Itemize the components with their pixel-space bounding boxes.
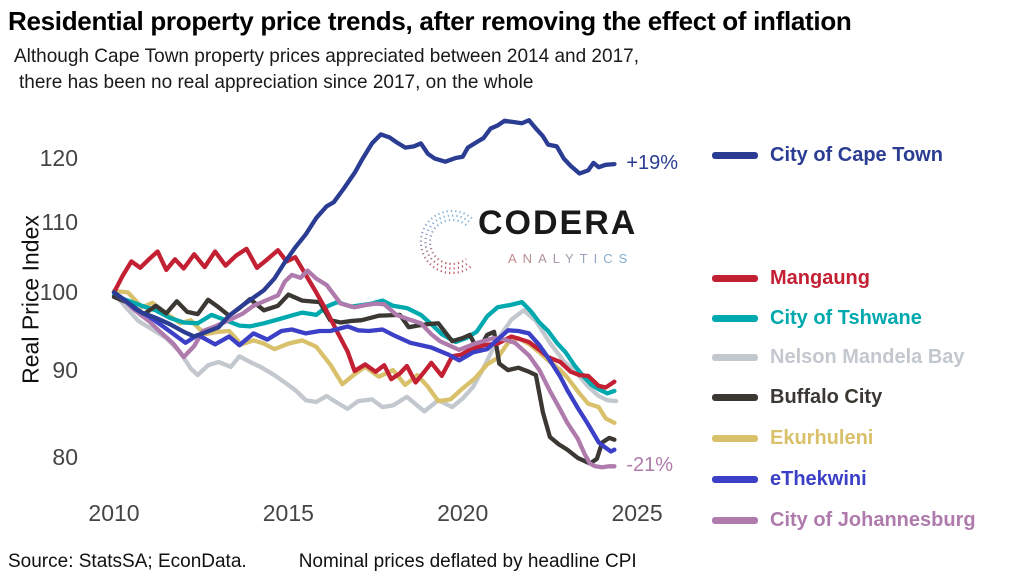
codera-analytics-letter: Y [565, 251, 580, 266]
codera-analytics-letter: I [593, 251, 604, 266]
codera-analytics-letter: C [603, 251, 619, 266]
subtitle-line-2: there has been no real appreciation sinc… [19, 72, 534, 93]
y-tick-100: 100 [39, 279, 78, 306]
y-tick-90: 90 [52, 357, 78, 384]
legend-swatch [712, 274, 758, 282]
codera-wordmark: CODERA [478, 204, 638, 242]
legend-swatch [712, 475, 758, 483]
legend-label: Nelson Mandela Bay [770, 345, 965, 368]
codera-analytics-letter: A [508, 251, 523, 266]
line-ethekwini [111, 290, 617, 454]
deflation-note: Nominal prices deflated by headline CPI [298, 551, 637, 572]
line-city-of-tshwane [111, 293, 617, 396]
y-tick-120: 120 [39, 144, 78, 171]
legend-item-city-of-johannesburg: City of Johannesburg [712, 508, 976, 532]
legend-item-city-of-tshwane: City of Tshwane [712, 306, 922, 330]
y-tick-80: 80 [52, 444, 78, 470]
legend-label: Mangaung [770, 266, 870, 289]
legend-item-city-of-cape-town: City of Cape Town [712, 143, 943, 167]
legend-item-nelson-mandela-bay: Nelson Mandela Bay [712, 345, 965, 369]
legend-item-buffalo-city: Buffalo City [712, 385, 882, 409]
line-buffalo-city [111, 292, 617, 466]
codera-analytics-letter: S [618, 251, 634, 266]
codera-watermark: CODERA ANALYTICS [416, 198, 646, 282]
legend-label: eThekwini [770, 467, 867, 490]
legend-swatch [712, 516, 758, 524]
legend-swatch [712, 353, 758, 361]
line-nelson-mandela-bay [111, 290, 619, 414]
legend-swatch [712, 434, 758, 442]
legend-label: Ekurhuleni [770, 426, 874, 449]
x-tick-2025: 2025 [611, 500, 663, 526]
codera-analytics-label: ANALYTICS [508, 251, 633, 266]
end-label-city-of-johannesburg: -21% [626, 454, 674, 477]
legend-swatch [712, 393, 758, 401]
legend-item-mangaung: Mangaung [712, 266, 870, 290]
codera-analytics-letter: L [552, 251, 565, 266]
x-tick-2020: 2020 [437, 500, 489, 526]
legend-label: Buffalo City [770, 385, 883, 408]
legend-item-ekurhuleni: Ekurhuleni [712, 426, 873, 450]
line-city-of-cape-town [111, 118, 617, 339]
legend-label: City of Johannesburg [770, 508, 976, 531]
codera-logo-icon [419, 209, 473, 275]
x-tick-2015: 2015 [262, 500, 314, 526]
line-mangaung [111, 246, 617, 390]
x-tick-2010: 2010 [88, 500, 140, 526]
footer: Source: StatsSA; EconData. Nominal prices… [8, 551, 637, 573]
legend-swatch [712, 151, 758, 159]
codera-analytics-letter: A [538, 251, 553, 266]
legend-swatch [712, 314, 758, 322]
end-label-city-of-cape-town: +19% [626, 152, 679, 175]
chart-subtitle: Although Cape Town property prices appre… [14, 44, 639, 96]
y-tick-110: 110 [41, 209, 78, 236]
source-note: Source: StatsSA; EconData. [8, 551, 247, 572]
chart-title: Residential property price trends, after… [8, 6, 852, 36]
codera-analytics-letter: T [579, 251, 594, 266]
legend-label: City of Cape Town [770, 143, 943, 166]
legend-label: City of Tshwane [770, 306, 922, 329]
codera-analytics-letter: N [522, 251, 539, 266]
legend-item-ethekwini: eThekwini [712, 467, 867, 491]
subtitle-line-1: Although Cape Town property prices appre… [14, 46, 639, 67]
